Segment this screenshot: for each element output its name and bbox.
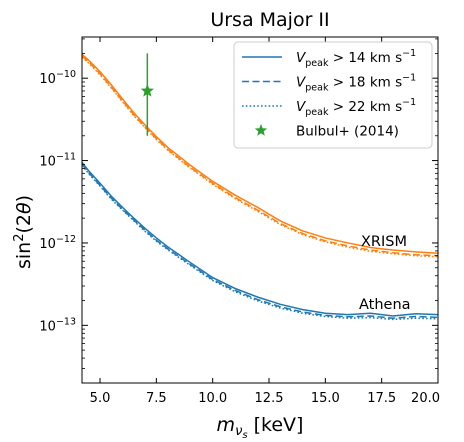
chart-title: Ursa Major II: [210, 9, 329, 31]
x-tick-label: 15.0: [311, 391, 340, 406]
x-tick-label: 17.5: [367, 391, 396, 406]
y-tick-label: 10−11: [39, 152, 76, 170]
xrism-label: XRISM: [361, 234, 407, 250]
x-tick-label: 12.5: [255, 391, 284, 406]
plot-frame: [81, 36, 439, 384]
legend-label: Vpeak > 22 km s−1: [296, 97, 416, 118]
xrism-dashed-line: [82, 55, 438, 257]
legend-star-marker: [254, 124, 268, 136]
curves: [82, 53, 438, 321]
y-axis: 10−13 10−12 10−11 10−10: [39, 38, 438, 384]
legend-label: Vpeak > 18 km s−1: [296, 73, 416, 94]
athena-solid-line: [82, 161, 438, 317]
athena-label: Athena: [359, 297, 411, 313]
x-tick-label: 20.0: [411, 391, 440, 406]
legend-label: Bulbul+ (2014): [296, 124, 399, 140]
xrism-solid-line: [82, 53, 438, 254]
x-axis: 5.0 7.5 10.0 12.5 15.0 17.5 20.0: [90, 37, 440, 406]
x-tick-label: 5.0: [90, 391, 111, 406]
legend-label: Vpeak > 14 km s−1: [296, 48, 416, 69]
athena-dotted-line: [82, 164, 438, 321]
x-axis-label: mνs [keV]: [217, 414, 304, 441]
x-tick-label: 7.5: [146, 391, 167, 406]
plot-area: XRISM Athena: [81, 36, 439, 384]
legend-box: [233, 41, 433, 149]
xrism-dotted-line: [82, 56, 438, 258]
x-tick-label: 10.0: [198, 391, 227, 406]
y-tick-label: 10−10: [39, 69, 76, 87]
bulbul-point: [140, 83, 154, 97]
legend: Vpeak > 14 km s−1 Vpeak > 18 km s−1 Vpeak …: [233, 41, 433, 149]
athena-dashed-line: [82, 163, 438, 319]
y-axis-label: sin2(2θ): [12, 195, 35, 269]
y-tick-label: 10−12: [39, 234, 76, 252]
y-tick-label: 10−13: [39, 316, 76, 334]
